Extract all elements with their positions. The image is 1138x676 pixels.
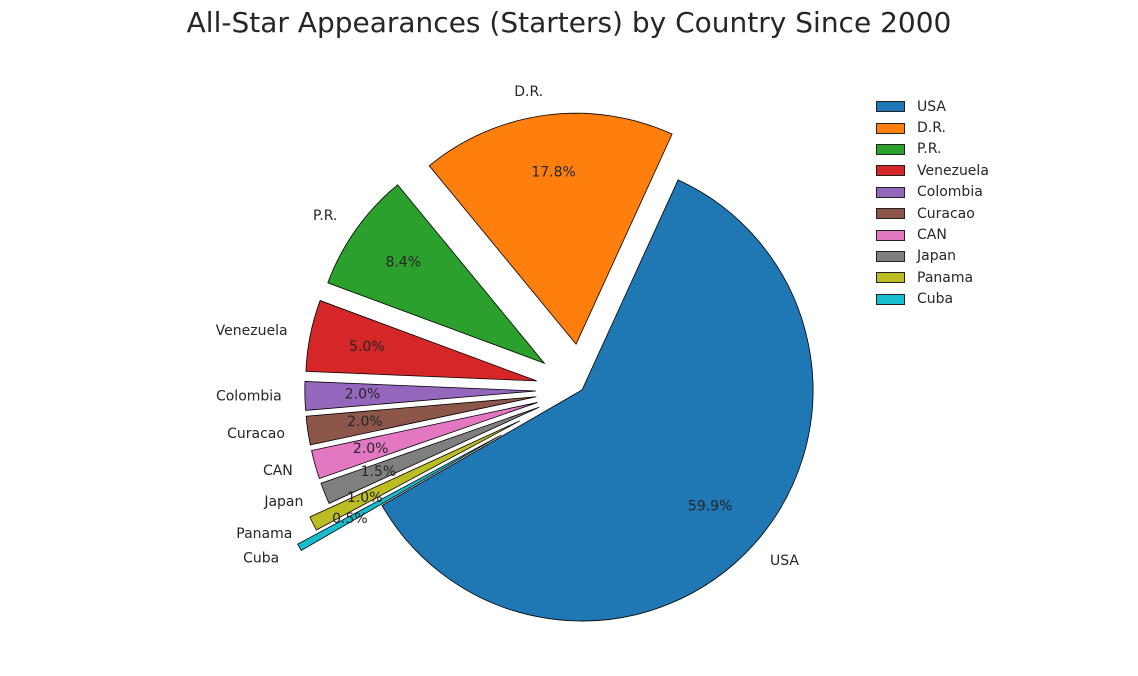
slice-label: Cuba xyxy=(243,551,279,567)
slice-percent-label: 1.0% xyxy=(347,490,383,506)
pie-slice-usa xyxy=(381,179,814,622)
legend-label: Venezuela xyxy=(917,162,989,179)
legend-label: Cuba xyxy=(917,291,954,308)
slice-percent-label: 2.0% xyxy=(347,414,383,430)
slice-label: Colombia xyxy=(216,388,282,404)
legend-item: Venezuela xyxy=(876,160,989,181)
pie-slice-dr xyxy=(428,112,673,345)
legend-swatch xyxy=(876,186,905,198)
legend-swatch xyxy=(876,208,905,220)
slice-percent-label: 1.5% xyxy=(361,464,397,480)
slice-percent-label: 2.0% xyxy=(345,387,381,403)
slice-label: Curacao xyxy=(227,426,285,442)
legend-label: Japan xyxy=(917,248,957,265)
legend-label: CAN xyxy=(917,227,947,244)
legend-item: Curacao xyxy=(876,203,989,224)
pie-labels: USA 59.9% D.R. 17.8% P.R. 8.4% Venezuela 5.0% Co… xyxy=(216,84,800,569)
pie-slices xyxy=(297,112,814,622)
legend-swatch xyxy=(876,272,905,284)
legend-label: Curacao xyxy=(917,205,975,222)
slice-label: P.R. xyxy=(313,208,337,224)
slice-percent-label: 8.4% xyxy=(385,255,421,271)
slice-label: Japan xyxy=(263,494,303,510)
slice-label: Panama xyxy=(236,526,292,542)
legend-swatch xyxy=(876,165,905,177)
legend-item: Panama xyxy=(876,267,989,288)
legend-item: P.R. xyxy=(876,139,989,160)
slice-label: CAN xyxy=(263,463,293,479)
slice-percent-label: 5.0% xyxy=(349,339,385,355)
pie-slice-can xyxy=(311,402,538,479)
legend-label: Panama xyxy=(917,269,974,286)
legend-item: Japan xyxy=(876,246,989,267)
slice-label: Venezuela xyxy=(216,323,288,339)
legend-swatch xyxy=(876,101,905,113)
pie-slice-cuba xyxy=(297,434,502,551)
legend: USA D.R. P.R. Venezuela Colombia Curacao CAN Ja… xyxy=(876,96,989,310)
slice-percent-label: 2.0% xyxy=(353,441,389,457)
legend-swatch xyxy=(876,122,905,134)
pie-slice-japan xyxy=(320,406,540,504)
slice-percent-label: 17.8% xyxy=(531,164,575,180)
legend-swatch xyxy=(876,143,905,155)
legend-label: Colombia xyxy=(917,184,983,201)
slice-percent-label: 0.5% xyxy=(332,511,368,527)
legend-item: Cuba xyxy=(876,289,989,310)
legend-label: D.R. xyxy=(917,120,946,137)
legend-label: P.R. xyxy=(917,141,942,158)
legend-swatch xyxy=(876,229,905,241)
pie-slice-panama xyxy=(309,420,521,531)
pie-slice-pr xyxy=(327,184,546,365)
legend-swatch xyxy=(876,293,905,305)
legend-item: D.R. xyxy=(876,117,989,138)
legend-swatch xyxy=(876,250,905,262)
pie-slice-colombia xyxy=(304,381,536,411)
slice-label: D.R. xyxy=(514,84,543,100)
slice-percent-label: 59.9% xyxy=(688,499,732,515)
legend-item: Colombia xyxy=(876,182,989,203)
pie-slice-curacao xyxy=(305,396,537,446)
legend-item: USA xyxy=(876,96,989,117)
pie-slice-venezuela xyxy=(305,300,537,382)
legend-item: CAN xyxy=(876,224,989,245)
slice-label: USA xyxy=(770,553,799,569)
legend-label: USA xyxy=(917,98,946,115)
chart-title: All-Star Appearances (Starters) by Count… xyxy=(186,6,952,39)
